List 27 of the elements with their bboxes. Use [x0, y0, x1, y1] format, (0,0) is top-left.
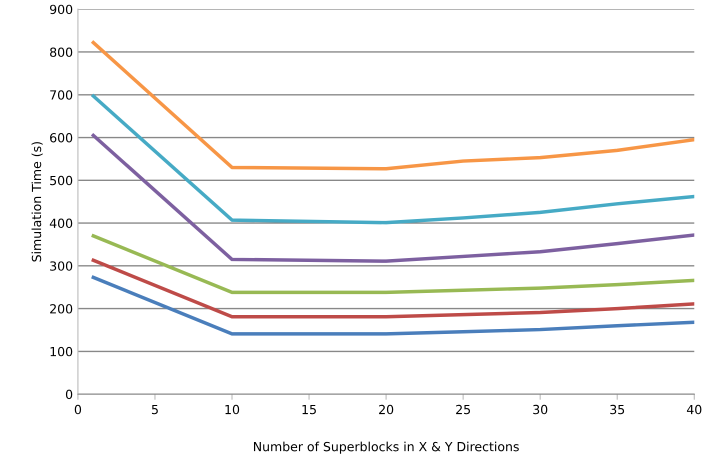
- y-tick-label: 800: [50, 47, 72, 57]
- line-series: [92, 258, 694, 318]
- x-tick-label: 0: [74, 404, 82, 414]
- x-tick-label: 20: [379, 404, 394, 414]
- x-tick-label: 25: [456, 404, 470, 414]
- line-series: [92, 234, 694, 294]
- line-series: [92, 94, 694, 224]
- x-tick-label: 30: [533, 404, 548, 414]
- line-series: [92, 276, 694, 336]
- y-axis-title: Simulation Time (s): [32, 142, 43, 262]
- y-tick-label: 700: [50, 90, 72, 100]
- y-tick-label: 400: [50, 218, 72, 228]
- x-tick-label: 10: [225, 404, 240, 414]
- line-series: [92, 134, 694, 263]
- y-tick-label: 300: [50, 261, 72, 271]
- x-tick-label: 15: [302, 404, 316, 414]
- line-series: [92, 40, 694, 170]
- y-tick-label: 900: [50, 4, 72, 14]
- x-axis-title: Number of Superblocks in X & Y Directions: [254, 442, 519, 454]
- y-tick-label: 0: [66, 390, 72, 400]
- y-tick-label: 500: [50, 176, 72, 186]
- x-tick-label: 35: [610, 404, 624, 414]
- y-tick-label: 100: [50, 346, 72, 356]
- y-tick-label: 600: [50, 133, 72, 142]
- x-tick-label: 40: [686, 404, 702, 414]
- y-tick-label: 200: [50, 304, 72, 314]
- x-tick-label: 5: [152, 404, 158, 414]
